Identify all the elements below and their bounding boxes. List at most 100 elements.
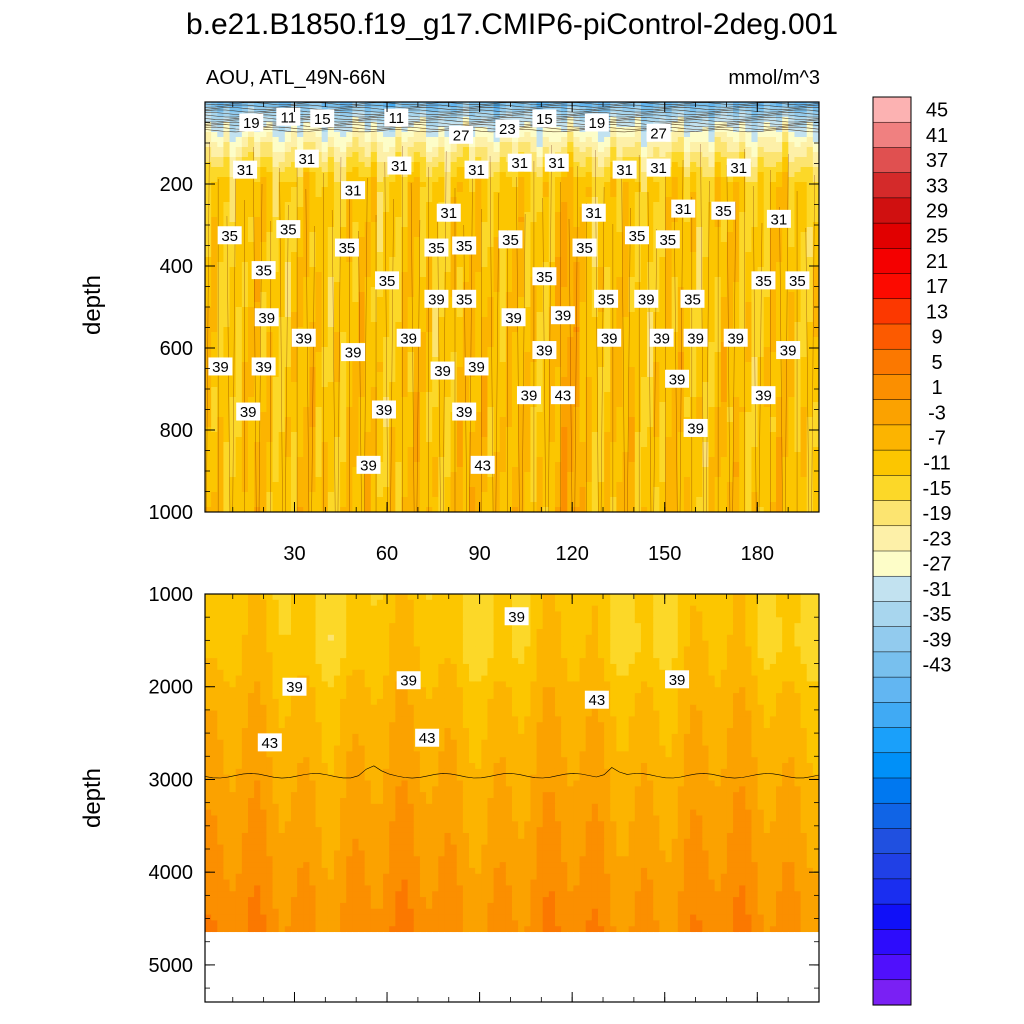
contour-label: 35: [629, 228, 646, 245]
contour-label-bg: [276, 220, 301, 239]
y-tick-label: 200: [160, 174, 193, 196]
x-tick-label: 150: [648, 543, 681, 565]
contour-label: 15: [536, 111, 553, 128]
x-tick-label: 120: [555, 543, 588, 565]
contour-label: 11: [281, 109, 297, 126]
colorbar-label: 25: [926, 226, 948, 248]
contour-label-bg: [649, 328, 674, 347]
y-tick-label: 3000: [149, 769, 194, 791]
contour-label: 39: [508, 609, 525, 626]
colorbar-swatch: [872, 449, 912, 476]
contour-label-bg: [504, 607, 529, 626]
contour-label-bg: [452, 402, 477, 421]
contour-label-bg: [723, 328, 748, 347]
colorbar-swatch: [872, 903, 912, 930]
contour-label-bg: [516, 386, 541, 405]
contour-label-bg: [464, 160, 489, 179]
contour-label: 43: [555, 388, 572, 405]
contour-label: 31: [237, 162, 254, 179]
contour-label-bg: [396, 328, 421, 347]
contour-label-bg: [785, 271, 810, 290]
contour-label: 31: [650, 160, 667, 177]
colorbar-label: -7: [928, 428, 946, 450]
colorbar-label: 45: [926, 100, 948, 122]
colorbar-swatch: [872, 298, 912, 325]
contour-label: 35: [456, 238, 473, 255]
upper-axes: 200 400 600 800 1000 30 60 90 120 150 180: [149, 101, 820, 565]
contour-label: 27: [650, 125, 667, 142]
contour-label-bg: [532, 109, 557, 128]
colorbar-swatch: [872, 702, 912, 729]
contour-label-bg: [683, 328, 708, 347]
contour-label-bg: [646, 158, 671, 177]
contour-label-bg: [387, 156, 412, 175]
contour-label-bg: [498, 230, 523, 249]
contour-label-bg: [424, 289, 449, 308]
contour-label-bg: [291, 328, 316, 347]
contour-label-bg: [594, 289, 619, 308]
x-tick-label: 60: [376, 543, 398, 565]
contour-label: 31: [468, 162, 485, 179]
contour-label: 35: [502, 232, 519, 249]
contour-label: 35: [576, 240, 593, 257]
contour-label: 39: [360, 457, 377, 474]
contour-label: 39: [727, 330, 744, 347]
contour-label-bg: [208, 357, 233, 376]
contour-label: 39: [669, 672, 686, 689]
colorbar-label: -3: [928, 402, 946, 424]
contour-label-bg: [532, 267, 557, 286]
chart-title: b.e21.B1850.f19_g17.CMIP6-piControl-2deg…: [186, 8, 838, 41]
colorbar-swatch: [872, 802, 912, 829]
lower-panel-frame: [204, 593, 820, 1003]
contour-label-bg: [572, 238, 597, 257]
colorbar-swatch: [872, 323, 912, 350]
x-tick-label: 180: [741, 543, 774, 565]
colorbar-label: 37: [926, 150, 948, 172]
contour-label-bg: [341, 343, 366, 362]
contour-label-bg: [251, 357, 276, 376]
contour-label-bg: [470, 455, 495, 474]
colorbar: 45 41 37 33 29 25 21 17 13 9 5 1 -3 -7 -11 -15 -19 -23 -27…: [872, 96, 952, 1006]
contour-label-bg: [671, 199, 696, 218]
colorbar-label: 9: [931, 327, 942, 349]
contour-label: 35: [379, 273, 396, 290]
contour-label: 39: [456, 404, 473, 421]
contour-label: 43: [589, 692, 606, 709]
contour-label: 31: [345, 183, 362, 200]
contour-label: 39: [601, 330, 618, 347]
colorbar-swatch: [872, 525, 912, 552]
colorbar-label: 21: [926, 251, 948, 273]
contour-label: 35: [684, 291, 701, 308]
units-subtitle: mmol/m^3: [728, 67, 820, 89]
contour-label: 35: [255, 263, 272, 280]
contour-label: 39: [505, 310, 522, 327]
contour-label-bg: [464, 357, 489, 376]
contour-label-bg: [680, 289, 705, 308]
colorbar-label: 41: [926, 125, 948, 147]
colorbar-swatch: [872, 752, 912, 779]
colorbar-label: -27: [923, 554, 952, 576]
y-tick-label: 2000: [149, 677, 194, 699]
colorbar-swatch: [872, 676, 912, 703]
contour-label-bg: [217, 226, 242, 245]
colorbar-swatch: [872, 727, 912, 754]
contour-label: 31: [511, 155, 528, 172]
contour-label-bg: [507, 153, 532, 172]
contour-label: 39: [468, 359, 485, 376]
colorbar-label: -39: [923, 629, 952, 651]
contour-label-bg: [396, 671, 421, 690]
contour-label-bg: [334, 238, 359, 257]
y-tick-label: 1000: [149, 502, 194, 524]
colorbar-swatch: [872, 929, 912, 956]
colorbar-swatch: [872, 248, 912, 275]
contour-label: 31: [771, 211, 788, 228]
contour-label-bg: [544, 153, 569, 172]
contour-label-bg: [375, 271, 400, 290]
y-tick-label: 5000: [149, 955, 194, 977]
contour-label: 39: [258, 310, 275, 327]
contour-label: 35: [339, 240, 356, 257]
colorbar-label: 13: [926, 301, 948, 323]
contour-label: 35: [221, 228, 238, 245]
colorbar-swatch: [872, 500, 912, 527]
